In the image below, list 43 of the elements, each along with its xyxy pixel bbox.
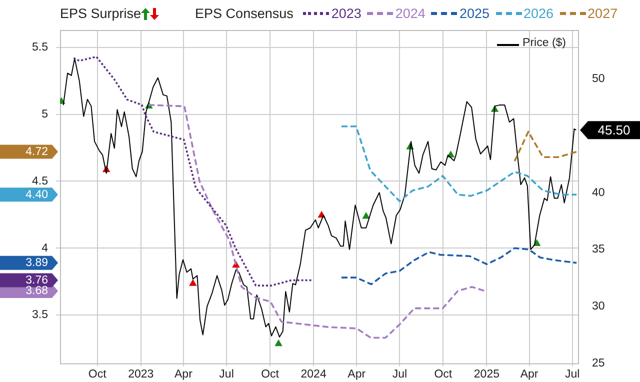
y2-tick-label: 35	[592, 244, 605, 256]
point	[362, 212, 370, 219]
legend-label: 2024	[395, 6, 426, 21]
y-tick-label: 3.5	[32, 309, 48, 322]
legend-title: EPS Consensus	[195, 6, 294, 21]
x-tick-label: Apr	[174, 368, 193, 380]
x-tick-label: Oct	[88, 368, 108, 380]
line-series	[514, 130, 578, 162]
x-tick-label: Jul	[392, 368, 408, 380]
x-tick-label: Jul	[564, 368, 580, 380]
x-tick-label: 2023	[128, 368, 154, 380]
x-tick-label: 2025	[474, 368, 500, 380]
line-series	[72, 56, 313, 286]
y-tick-label: 3.76	[26, 274, 48, 286]
y-tick-label: 5.5	[32, 42, 48, 54]
y-tick-label: 3.68	[26, 285, 48, 298]
y2-tick-label: 50	[592, 73, 605, 86]
y-tick-label: 4.5	[32, 175, 48, 188]
legend-label: 2026	[524, 6, 554, 21]
data-label: 45.50	[598, 122, 630, 138]
y-tick-label: 4.40	[26, 188, 48, 201]
x-tick-label: 2024	[300, 368, 327, 380]
y-tick-label: 3.89	[26, 257, 48, 270]
line-series	[340, 125, 578, 202]
x-tick-label: Oct	[261, 368, 280, 380]
point	[189, 279, 197, 286]
x-tick-label: Apr	[520, 368, 538, 380]
y-tick-label: 5	[42, 108, 48, 120]
x-tick-label: Apr	[348, 368, 366, 380]
x-tick-label: Oct	[434, 368, 453, 380]
y2-tick-label: 30	[592, 300, 605, 313]
legend-label: 2027	[588, 6, 618, 21]
legend-label: Price ($)	[522, 37, 566, 49]
legend-label: 2025	[459, 6, 490, 21]
line-series	[340, 247, 578, 286]
legend-label: 2023	[331, 6, 362, 21]
y-tick-label: 4.72	[26, 146, 48, 158]
y2-tick-label: 40	[592, 186, 605, 199]
x-tick-label: Jul	[219, 368, 234, 380]
y2-tick-label: 25	[592, 357, 605, 370]
y-tick-label: 4	[42, 242, 49, 254]
text: EPS Surprise	[60, 6, 142, 21]
point	[274, 339, 282, 346]
